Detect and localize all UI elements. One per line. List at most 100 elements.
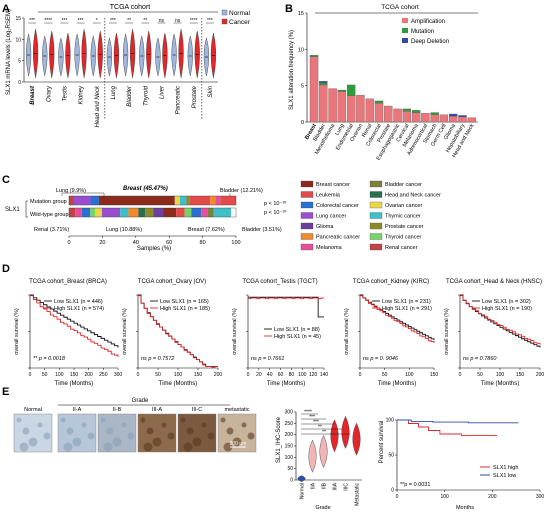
legend-label-glioma: Glioma [316,224,334,230]
panel-b-ylabel: SLX1 alteration frequency (%) [289,30,295,110]
pval-2: p < 10⁻¹⁰ [264,209,287,216]
sig-testis: *** [61,18,67,24]
bar-mutation-cervical [402,108,412,112]
wildtype-bar-segment [69,208,76,217]
histology-texture [146,427,154,435]
histology-texture [201,422,207,428]
bar-amplification-germ-cell [439,114,449,123]
km-legend-high-2: High SLX1 (n = 45) [274,334,321,340]
ihc-cat-iiia: IIIA [333,482,339,490]
bar-amplification-colorectal [374,102,384,123]
histology-label-metastatic: metastatic [224,407,249,413]
histology-texture [143,442,153,452]
panel-label-d: D [2,263,10,275]
histology-texture [66,427,74,435]
mutation-bar-segment [69,196,75,205]
sig-prostate: **** [190,18,198,24]
bar-mutation-colorectal [374,100,384,104]
label-lung-wt: Lung (10.88%) [106,227,142,233]
legend-swatch-pancreatic-cancer [300,233,314,240]
legend-label-ovarian-cancer: Ovarian cancer [385,203,422,209]
bar-mutation-stomach [430,112,439,115]
histology-texture [60,417,66,423]
legend-swatch-ovarian-cancer [369,201,383,209]
km-pvalue-4: ns p = 0.7860 [463,356,497,362]
km-curve-low-0 [30,294,119,348]
km-pvalue-0: ** p = 0.0018 [33,356,66,362]
legend-swatch-colorectal-cancer [300,201,314,209]
histology-texture [28,437,38,447]
legend-swatch-bladder-cancer [369,180,383,188]
legend-swatch-thymic-cancer [369,212,383,219]
bar-amplification-bladder [319,84,328,123]
bar-amplification-lung [337,91,347,123]
legend-deep-deletion-swatch [402,38,408,43]
km-legend-high-3: High SLX1 (n = 291) [382,306,432,312]
panel-e: Grade SLX1_IHC-Score Grade Percent survi… [13,398,545,511]
bar-amplification-breast [309,56,319,123]
km-xtick-label: 150 [194,372,203,378]
category-pancreatic: Pancreatic [176,86,182,114]
km-ylabel-4: overall survival (%) [444,308,450,355]
km-curve-high-1 [138,295,218,368]
ihc-sig-label: *** [309,415,315,421]
wildtype-bar-segment [184,208,192,217]
bar-amplification-mesothelioma [328,88,337,123]
ihc-sig-label: **** [304,410,312,416]
panel-a-ylabel: SLX1 mRNA levels (Log₂RSEM) [6,9,12,95]
km-xlabel-0: Time (Months) [55,381,93,387]
legend-normal-swatch [221,9,228,16]
ihc-cat-iib: IIB [322,482,328,489]
legend-swatch-prostate-cancer [369,222,383,230]
panel-label-a: A [2,3,10,15]
bar-amplification-stomach [430,114,439,123]
bar-mutation-breast [309,54,319,57]
legend-swatch-glioma [300,222,314,230]
mutation-bar-segment [90,196,99,205]
histology-texture [100,417,106,423]
ihc-ytick-label: 100 [285,455,294,461]
wildtype-bar-segment [75,208,82,217]
sig-skin: *** [207,18,213,24]
km-legend-high-4: High SLX1 (n = 190) [482,306,532,312]
km-pvalue-2: ns p = 0.7661 [251,356,285,362]
histology-texture [37,422,43,428]
mutation-bar-segment [210,196,216,205]
bar-amplification-ovarian [356,94,365,123]
legend-amplification-label: Amplification [411,19,445,25]
km-xtick-label: 250 [99,372,108,378]
wildtype-bar-segment [207,208,214,217]
histology-texture [16,417,22,423]
bar-deep-deletion-bladder [319,81,328,83]
wildtype-bar-segment [213,208,231,217]
legend-normal-label: Normal [229,10,251,17]
sig-kidney: *** [78,18,84,24]
bar-amplification-cervical [402,110,412,123]
wildtype-bar-segment [95,208,102,217]
km-xlabel-4: Time (Months) [481,381,519,387]
histology-label-normal: Normal [24,407,42,413]
bar-amplification-renal [365,98,374,123]
histology-texture [180,417,186,423]
wildtype-group-label: Wild-type group [30,212,69,218]
panel-a-title: TCGA cohort [110,4,151,11]
km-legend-low-0: Low SLX1 (n = 446) [54,299,103,305]
legend-label-thyroid-cancer: Thyroid cancer [385,235,422,241]
bracket-lung [61,192,105,196]
km-ylabel-1: overall survival (%) [122,308,128,355]
histology-texture [127,432,135,440]
ihc-violin-metastatic [352,422,361,456]
km-e-xtick-label: 300 [536,494,545,500]
km-curve-low-2 [248,296,324,318]
km-xtick-label: 0 [137,372,140,378]
km-xtick-label: 50 [477,372,483,378]
legend-swatch-head-and-neck-cancer [369,191,383,198]
bar-amplification-glioma [449,116,458,123]
km-e-legend-slx1-low: SLX1 low [493,473,516,479]
km-e-curve-high [397,419,498,436]
km-ylabel-2: overall survival (%) [232,308,238,355]
mutation-bar-segment [74,196,91,205]
category-thyroid: Thyroid [143,85,149,106]
km-xtick-label: 50 [42,372,48,378]
